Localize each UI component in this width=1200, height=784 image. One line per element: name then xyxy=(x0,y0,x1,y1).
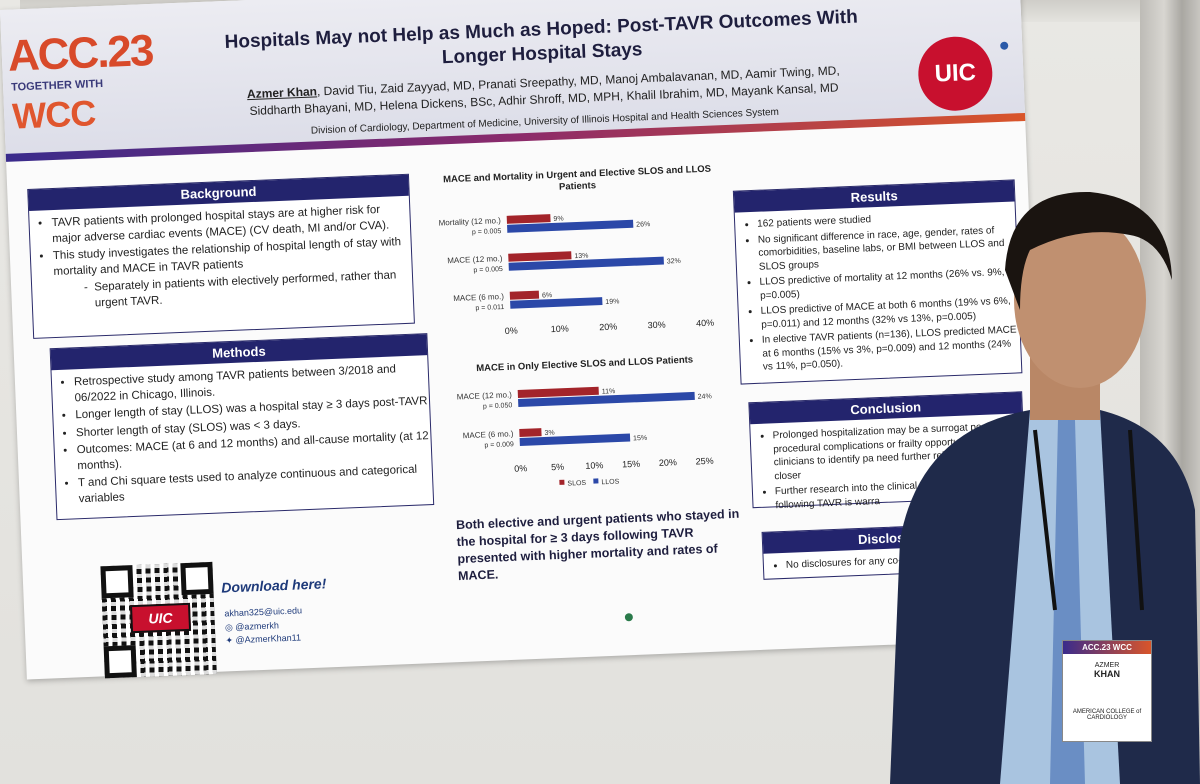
data-label: 32% xyxy=(667,258,681,266)
research-poster: ACC.23 TOGETHER WITH WCC Hospitals May n… xyxy=(0,0,1046,679)
methods-list: Retrospective study among TAVR patients … xyxy=(52,361,433,508)
data-label: 3% xyxy=(544,430,554,437)
bar-slos xyxy=(506,214,551,224)
qr-finder xyxy=(180,561,214,596)
chart-2: MACE in Only Elective SLOS and LLOS Pati… xyxy=(435,351,741,508)
twitter-icon: ✦ xyxy=(225,635,236,646)
data-label: 26% xyxy=(636,221,650,229)
bar-llos xyxy=(507,219,634,233)
acc-logo: ACC.23 xyxy=(6,25,154,81)
tick-label: 25% xyxy=(695,456,713,467)
category-label: Mortality (12 mo.) xyxy=(438,216,501,228)
category-label: MACE (6 mo.) xyxy=(453,292,504,303)
tick-label: 5% xyxy=(551,462,564,473)
pvalue-label: p = 0.011 xyxy=(475,304,504,312)
bar-slos xyxy=(508,251,572,262)
category-label: MACE (6 mo.) xyxy=(463,429,514,440)
instagram-handle: @azmerkh xyxy=(235,619,280,632)
chart-title: Patients xyxy=(559,180,596,192)
background-list: TAVR patients with prolonged hospital st… xyxy=(29,202,413,314)
data-label: 13% xyxy=(574,253,588,261)
badge-header: ACC.23 WCC xyxy=(1063,641,1151,654)
push-pin xyxy=(624,613,634,622)
bar-slos xyxy=(509,290,540,300)
data-label: 24% xyxy=(698,393,712,401)
bar-llos xyxy=(518,391,695,408)
data-label: 19% xyxy=(605,298,619,306)
badge-last-name: KHAN xyxy=(1094,669,1120,679)
legend-swatch xyxy=(559,479,565,485)
data-label: 15% xyxy=(633,435,647,443)
qr-finder xyxy=(103,645,137,679)
pvalue-label: p = 0.005 xyxy=(472,228,502,236)
chart-1-svg: MACE and Mortality in Urgent and Electiv… xyxy=(438,164,714,336)
bar-llos xyxy=(519,433,631,446)
bar-llos xyxy=(510,297,603,309)
category-label: MACE (12 mo.) xyxy=(457,390,513,401)
tick-label: 10% xyxy=(551,323,569,334)
chart-title: MACE in Only Elective SLOS and LLOS Pati… xyxy=(476,354,693,374)
methods-section: Methods Retrospective study among TAVR p… xyxy=(49,333,435,521)
presenter-face xyxy=(1014,212,1146,388)
data-label: 6% xyxy=(542,292,552,299)
badge-first-name: AZMER xyxy=(1094,662,1120,669)
badge-org: AMERICAN COLLEGE of CARDIOLOGY xyxy=(1072,709,1142,721)
chart-2-svg: MACE in Only Elective SLOS and LLOS Pati… xyxy=(457,354,714,488)
contact-info: akhan325@uic.edu ◎ @azmerkh ✦ @AzmerKhan… xyxy=(224,604,303,648)
tick-label: 40% xyxy=(696,318,714,329)
tick-label: 30% xyxy=(647,320,665,331)
bar-slos xyxy=(519,428,542,437)
wcc-logo: WCC xyxy=(11,92,97,137)
background-section: Background TAVR patients with prolonged … xyxy=(27,173,415,339)
pvalue-label: p = 0.009 xyxy=(484,441,514,449)
tick-label: 20% xyxy=(599,321,617,332)
legend-label: LLOS xyxy=(601,479,619,487)
pvalue-label: p = 0.050 xyxy=(483,402,513,410)
bar-slos xyxy=(517,386,599,399)
qr-finder xyxy=(100,565,134,599)
tick-label: 10% xyxy=(585,460,603,471)
download-label: Download here! xyxy=(221,575,327,596)
take-home-message: Both elective and urgent patients who st… xyxy=(455,506,740,583)
category-label: MACE (12 mo.) xyxy=(447,254,503,265)
lead-author: Azmer Khan xyxy=(246,84,318,102)
tick-label: 15% xyxy=(622,459,640,470)
tick-label: 0% xyxy=(505,325,518,336)
pvalue-label: p = 0.005 xyxy=(473,266,503,274)
legend-label: SLOS xyxy=(567,480,586,488)
twitter-row: ✦ @AzmerKhan11 xyxy=(225,631,303,648)
data-label: 11% xyxy=(602,388,616,396)
chart-1: MACE and Mortality in Urgent and Electiv… xyxy=(427,161,734,358)
bar-llos xyxy=(508,256,664,271)
qr-uic-logo: UIC xyxy=(129,602,192,634)
legend-swatch xyxy=(593,478,599,484)
name-badge: ACC.23 WCC AZMER KHAN AMERICAN COLLEGE o… xyxy=(1062,640,1152,742)
tick-label: 0% xyxy=(514,463,527,474)
data-label: 9% xyxy=(553,216,563,223)
uic-logo: UIC xyxy=(916,35,994,113)
presenter-photo xyxy=(890,191,1200,784)
acc-tagline: TOGETHER WITH xyxy=(10,77,104,94)
tick-label: 20% xyxy=(659,457,677,468)
presenter-hair xyxy=(1005,191,1172,310)
lanyard xyxy=(1033,429,1144,611)
twitter-handle: @AzmerKhan11 xyxy=(235,632,302,646)
